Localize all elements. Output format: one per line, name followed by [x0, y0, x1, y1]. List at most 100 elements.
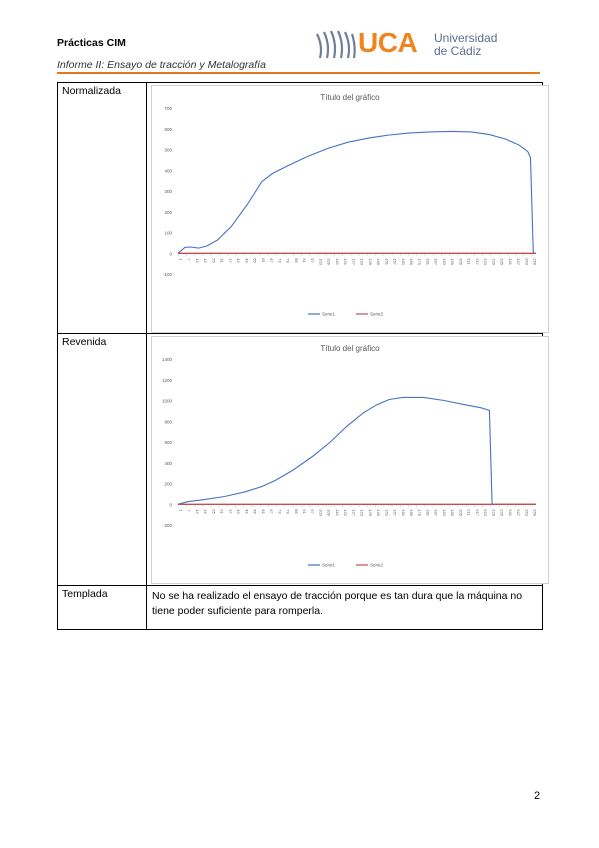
x-tick-label: 103	[318, 258, 323, 265]
y-tick-label: -100	[163, 272, 173, 277]
row-label: Normalizada	[57, 82, 147, 334]
x-tick-label: 139	[368, 258, 373, 265]
chart-title: Título del gráfico	[320, 93, 380, 102]
x-tick-label: 67	[269, 258, 274, 263]
x-tick-label: 49	[244, 258, 249, 263]
x-tick-label: 229	[491, 509, 496, 516]
x-tick-label: 61	[261, 258, 266, 263]
x-tick-label: 91	[302, 509, 307, 514]
x-tick-label: 37	[228, 258, 233, 263]
legend-label: Serie1	[322, 563, 336, 568]
x-tick-label: 175	[417, 258, 422, 265]
x-tick-label: 259	[533, 509, 538, 516]
x-tick-label: 247	[516, 258, 521, 265]
x-tick-label: 151	[384, 258, 389, 265]
chart-normalizada: Título del gráfico -100 0 100 200 300 400 500 60…	[151, 85, 549, 333]
x-tick-label: 187	[434, 258, 439, 265]
x-tick-label: 217	[475, 258, 480, 265]
x-tick-label: 55	[253, 258, 258, 263]
x-tick-label: 133	[360, 509, 365, 516]
x-tick-label: 109	[327, 509, 332, 516]
y-tick-label: 800	[164, 419, 172, 424]
x-tick-label: 133	[360, 258, 365, 265]
x-tick-label: 223	[483, 258, 488, 265]
logo-acronym-text: UCA	[358, 27, 418, 58]
x-tick-label: 73	[277, 258, 282, 263]
x-tick-label: 121	[343, 258, 348, 265]
y-tick-label: 200	[164, 210, 172, 215]
x-tick-label: 211	[467, 509, 472, 516]
x-tick-label: 25	[211, 258, 216, 263]
x-tick-label: 163	[401, 509, 406, 516]
x-tick-label: 199	[450, 258, 455, 265]
logo-acronym: UCA	[358, 27, 418, 59]
x-tick-label: 235	[500, 509, 505, 516]
document-title: Prácticas CIM	[57, 37, 126, 49]
x-tick-label: 157	[393, 509, 398, 516]
row-label: Templada	[57, 585, 147, 630]
legend-label: Serie2	[370, 563, 384, 568]
y-tick-label: 0	[169, 251, 172, 256]
logo-emblem-icon	[316, 30, 356, 59]
x-tick-label: 235	[500, 258, 505, 265]
x-tick-label: 187	[434, 509, 439, 516]
x-tick-label: 97	[310, 258, 315, 263]
x-tick-label: 241	[508, 258, 513, 265]
x-tick-label: 217	[475, 509, 480, 516]
x-tick-label: 175	[417, 509, 422, 516]
x-tick-label: 253	[524, 258, 529, 265]
x-tick-label: 37	[228, 509, 233, 514]
x-tick-label: 205	[458, 509, 463, 516]
x-tick-label: 163	[401, 258, 406, 265]
x-tick-label: 199	[450, 509, 455, 516]
y-tick-label: 600	[164, 440, 172, 445]
x-tick-label: 103	[318, 509, 323, 516]
chart-normalizada-svg: Título del gráfico -100 0 100 200 300 400 500 60…	[163, 93, 538, 317]
x-tick-label: 247	[516, 509, 521, 516]
x-tick-label: 181	[425, 258, 430, 265]
x-tick-label: 31	[220, 258, 225, 263]
x-tick-label: 13	[195, 258, 200, 263]
row-label: Revenida	[57, 333, 147, 586]
logo-line-2: de Cádiz	[434, 44, 482, 58]
chart-revenida: Título del gráfico -200 0 200 400 600 800 1000 1…	[151, 336, 549, 584]
document-subtitle: Informe II: Ensayo de tracción y Metalog…	[57, 59, 266, 71]
table-row-revenida: Revenida Título del gráfico -200 0 200 400 60…	[57, 333, 549, 586]
x-tick-label: 139	[368, 509, 373, 516]
x-tick-label: 205	[458, 258, 463, 265]
y-tick-label: 400	[164, 461, 172, 466]
x-tick-label: 7	[187, 258, 192, 261]
series-line-serie1	[177, 130, 536, 254]
x-tick-label: 169	[409, 258, 414, 265]
x-tick-label: 91	[302, 258, 307, 263]
x-tick-label: 49	[244, 509, 249, 514]
chart-cell: Título del gráfico -200 0 200 400 600 800 1000 1…	[146, 333, 549, 586]
y-tick-label: 600	[164, 127, 172, 132]
x-tick-label: 79	[286, 509, 291, 514]
x-tick-label: 97	[310, 509, 315, 514]
y-tick-label: 0	[169, 502, 172, 507]
x-tick-label: 43	[236, 258, 241, 263]
university-logo: UCA Universidad de Cádiz	[314, 25, 514, 65]
header-rule	[57, 72, 540, 74]
y-tick-label: 1400	[162, 357, 173, 362]
y-tick-label: 1000	[162, 399, 173, 404]
x-tick-label: 19	[203, 509, 208, 514]
x-tick-label: 229	[491, 258, 496, 265]
x-tick-label: 151	[384, 509, 389, 516]
legend-label: Serie1	[322, 312, 336, 317]
row-text: No se ha realizado el ensayo de tracción…	[146, 585, 543, 630]
x-tick-label: 181	[425, 509, 430, 516]
x-tick-label: 1	[179, 509, 184, 512]
chart-cell: Título del gráfico -100 0 100 200 300 400 500 60…	[146, 82, 549, 334]
logo-name: Universidad de Cádiz	[434, 32, 497, 58]
x-tick-label: 31	[220, 509, 225, 514]
x-tick-label: 85	[294, 509, 299, 514]
x-tick-label: 13	[195, 509, 200, 514]
x-tick-label: 55	[253, 509, 258, 514]
x-tick-label: 127	[351, 258, 356, 265]
results-table: Normalizada Título del gráfico -100 0 100 20…	[57, 82, 549, 630]
y-tick-label: -200	[163, 523, 173, 528]
x-tick-label: 79	[286, 258, 291, 263]
x-tick-label: 7	[187, 509, 192, 512]
